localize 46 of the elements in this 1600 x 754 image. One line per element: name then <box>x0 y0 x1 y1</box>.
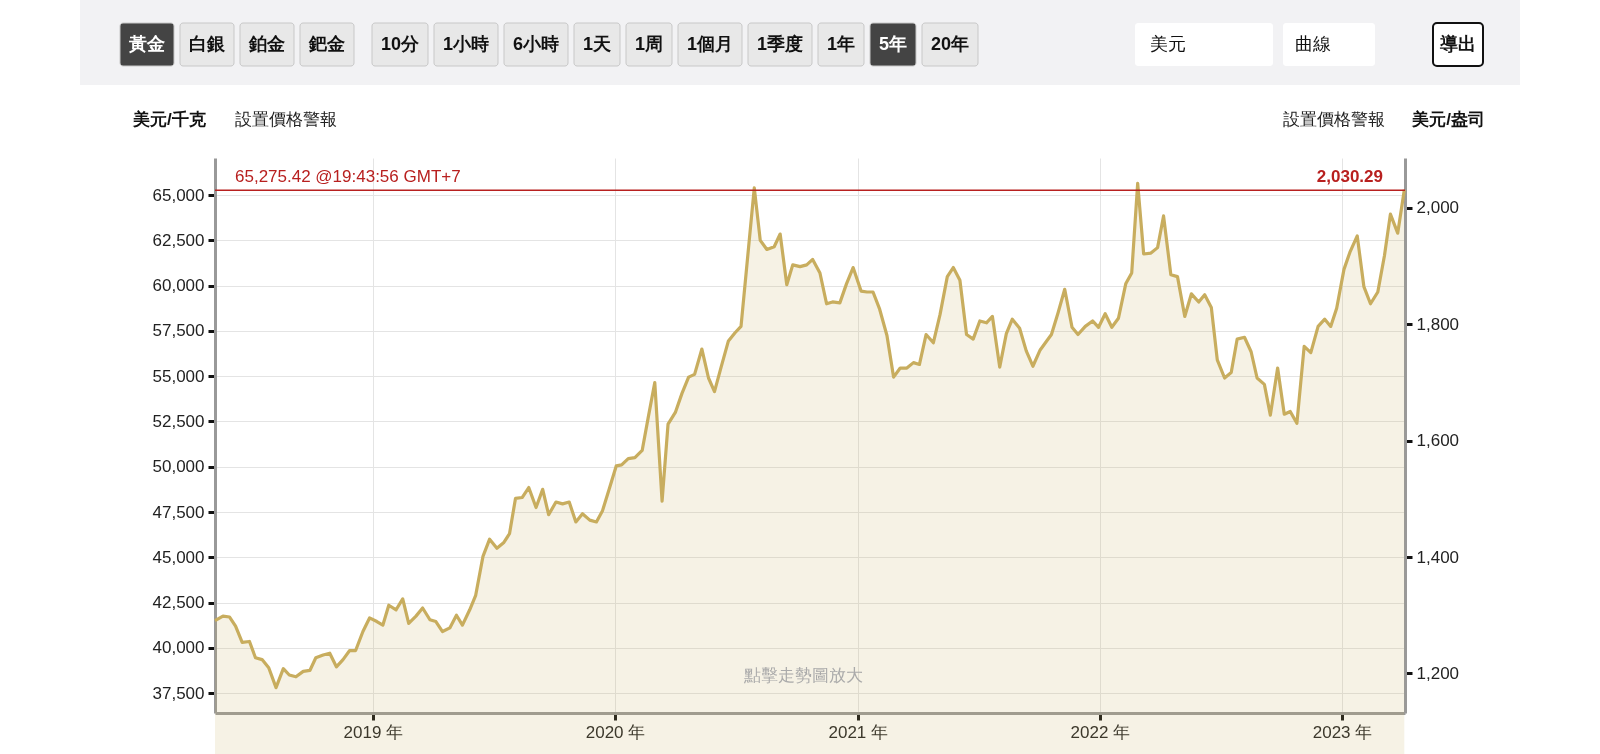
text: 1周 <box>634 34 664 54</box>
y-axis-title: 美元/千克 <box>132 110 207 129</box>
y-tick-label: 45,000 <box>152 547 205 567</box>
y-tick-label: 47,500 <box>152 502 205 522</box>
y2-tick-label: 1,800 <box>1416 314 1460 334</box>
y-tick-label: 50,000 <box>152 457 205 477</box>
ref-line-label: 65,275.42 @19:43:56 GMT+7 <box>235 167 461 187</box>
text: 6小時 <box>512 34 560 54</box>
text: 設置價格警報 <box>1283 110 1385 129</box>
x-tick-label: 2023 年 <box>1312 722 1373 742</box>
annotation: 點擊走勢圖放大 <box>742 666 863 685</box>
y2-tick-label: 1,600 <box>1416 431 1460 451</box>
text: 10分 <box>380 34 421 54</box>
y-tick-label: 65,000 <box>152 185 205 205</box>
y-tick-label: 40,000 <box>152 638 205 658</box>
text: 1天 <box>582 34 612 54</box>
x-tick-label: 2021 年 <box>828 722 889 742</box>
y-tick-label: 62,500 <box>152 230 205 250</box>
x-tick-label: 2020 年 <box>585 722 646 742</box>
text: 20年 <box>930 34 970 54</box>
y2-tick-label: 1,400 <box>1416 547 1460 567</box>
y2-axis-title: 美元/盎司 <box>1411 110 1485 129</box>
text: 1小時 <box>442 34 490 54</box>
text: 美元 <box>1150 34 1186 54</box>
text: 白銀 <box>189 34 226 54</box>
text: 1個月 <box>686 34 734 54</box>
y-tick-label: 55,000 <box>152 366 205 386</box>
y2-tick-label: 2,000 <box>1416 198 1460 218</box>
text: 5年 <box>878 34 908 54</box>
y-tick-label: 42,500 <box>152 593 205 613</box>
text: 曲線 <box>1295 34 1331 54</box>
text: 鉑金 <box>248 34 285 54</box>
text: 1年 <box>826 34 856 54</box>
text: 鈀金 <box>308 34 345 54</box>
x-tick-label: 2019 年 <box>343 722 404 742</box>
text: 黃金 <box>128 34 165 54</box>
x-tick-label: 2022 年 <box>1070 722 1131 742</box>
text: 設置價格警報 <box>235 110 337 129</box>
text: 1季度 <box>756 34 804 54</box>
annotation: 2,030.29 <box>1316 167 1383 187</box>
y2-tick-label: 1,200 <box>1416 663 1460 683</box>
y-tick-label: 60,000 <box>152 276 205 296</box>
text: 導出 <box>1439 34 1476 54</box>
y-tick-label: 37,500 <box>152 683 205 703</box>
y-tick-label: 57,500 <box>152 321 205 341</box>
y-tick-label: 52,500 <box>152 411 205 431</box>
